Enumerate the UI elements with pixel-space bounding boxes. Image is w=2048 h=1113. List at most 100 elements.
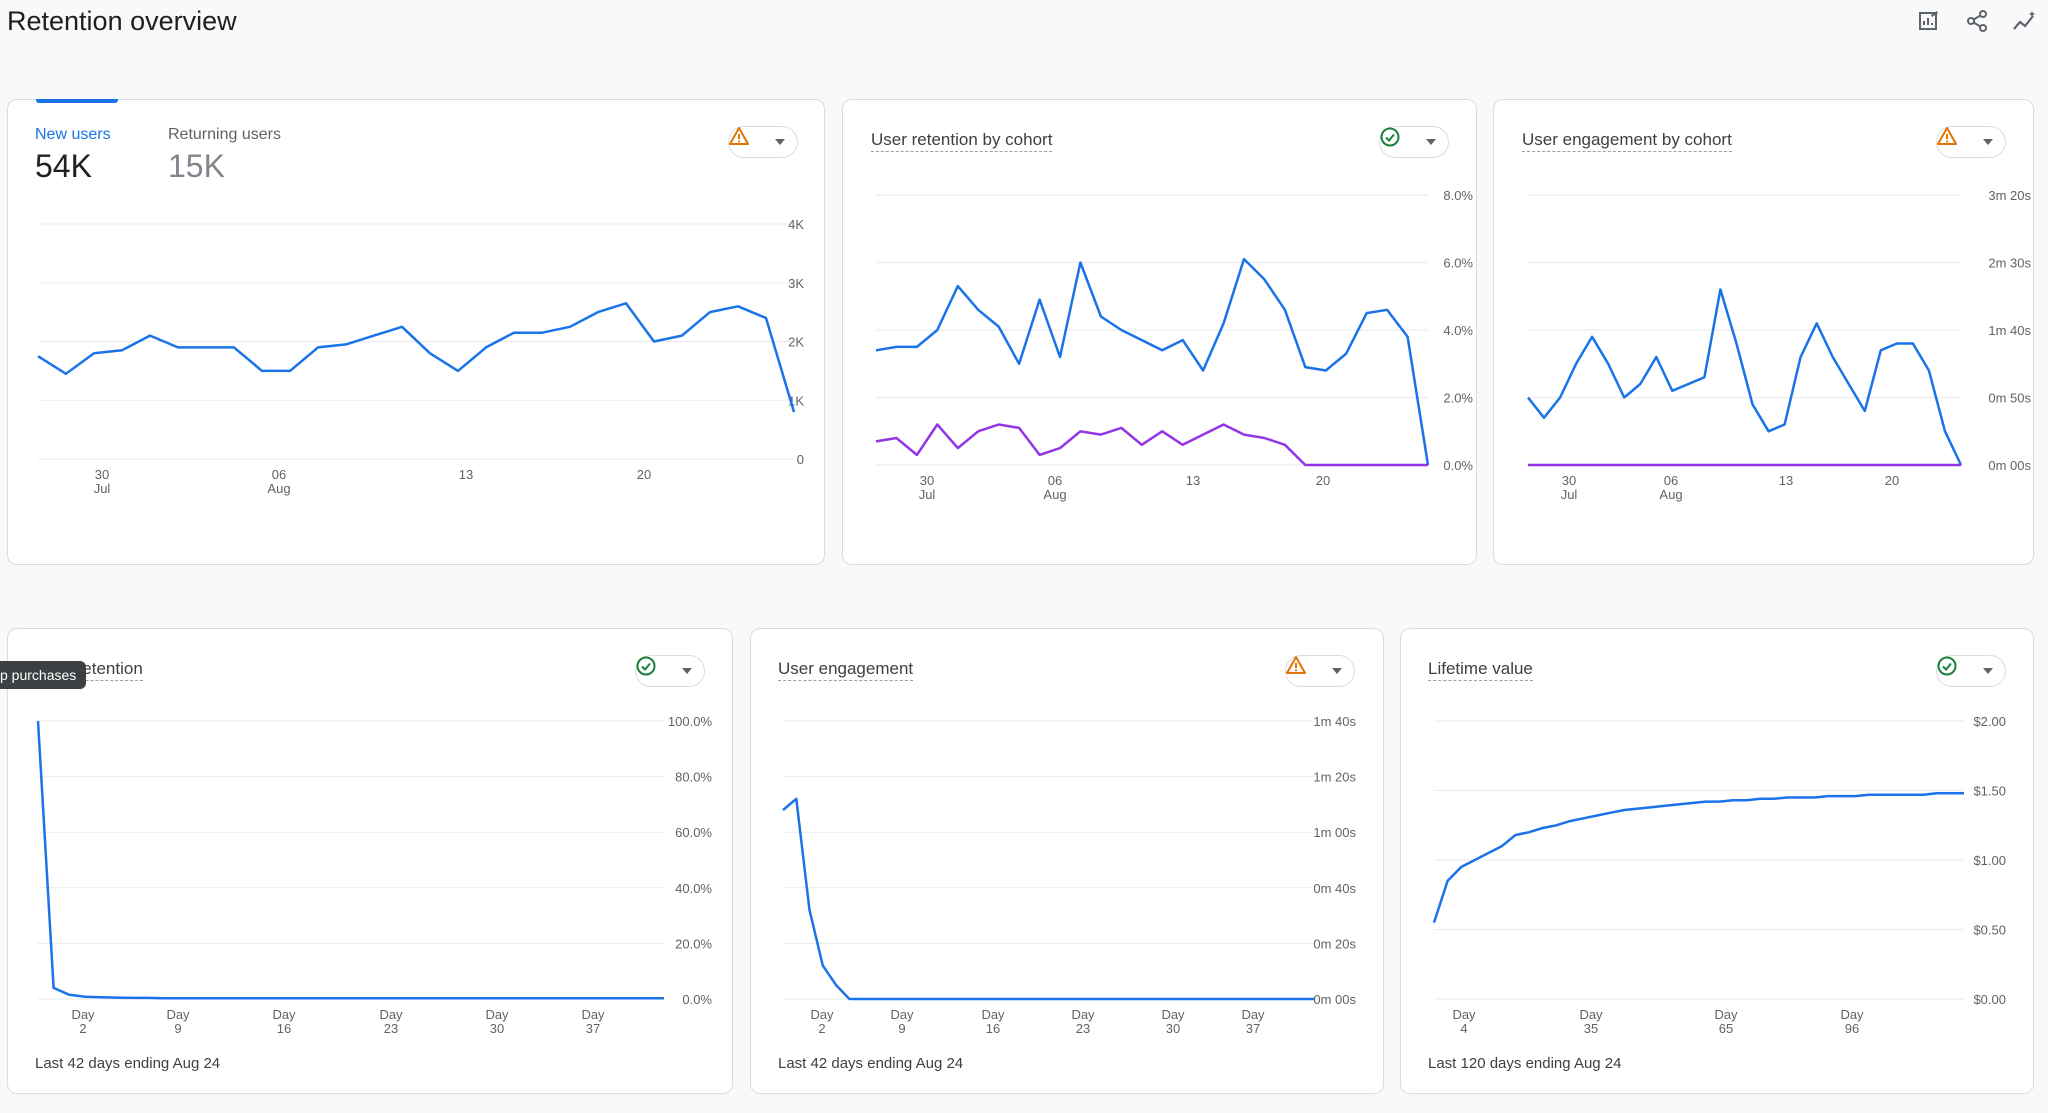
x-tick-label: 06 (272, 467, 286, 482)
y-tick-label: 1m 40s (1988, 323, 2031, 338)
y-tick-label: 2K (788, 335, 804, 350)
date-range-footnote: Last 42 days ending Aug 24 (778, 1055, 964, 1072)
date-range-footnote: Last 120 days ending Aug 24 (1428, 1055, 1622, 1072)
y-tick-label: 4K (788, 217, 804, 232)
y-tick-label: $0.00 (1973, 992, 2006, 1007)
tab-returning-users[interactable]: Returning users (168, 126, 281, 143)
x-tick-label: 20 (1885, 473, 1899, 488)
card-title[interactable]: User retention by cohort (871, 130, 1053, 152)
x-tick-label: 16 (277, 1021, 291, 1036)
x-tick-label: Day (1452, 1007, 1476, 1022)
x-tick-label: 9 (174, 1021, 181, 1036)
page-title: Retention overview (7, 6, 237, 36)
x-tick-label: 30 (1166, 1021, 1180, 1036)
chevron-down-icon (1983, 668, 1993, 674)
x-tick-label: Day (1241, 1007, 1265, 1022)
status-dropdown[interactable] (1285, 655, 1355, 687)
top-actions (1914, 6, 2040, 36)
customize-report-icon[interactable] (1914, 6, 1944, 36)
cohort-engagement-card: User engagement by cohort 3m 20s 2m 30s 1m… (1493, 99, 2034, 565)
y-tick-label: 3K (788, 276, 804, 291)
x-tick-label: 23 (1076, 1021, 1090, 1036)
y-tick-label: 8.0% (1443, 188, 1473, 203)
y-tick-label: $2.00 (1973, 714, 2006, 729)
x-tick-label: Day (272, 1007, 296, 1022)
x-tick-label: 9 (898, 1021, 905, 1036)
card-title[interactable]: User engagement by cohort (1522, 130, 1732, 152)
series-line (1432, 792, 1964, 923)
x-tick-label: 13 (1186, 473, 1200, 488)
x-tick-label: 96 (1845, 1021, 1859, 1036)
tab-new-users[interactable]: New users (35, 126, 111, 143)
y-tick-label: 1m 00s (1313, 825, 1356, 840)
x-tick-label: Jul (1561, 487, 1578, 502)
x-tick-label: Aug (1659, 487, 1682, 502)
x-tick-label: 65 (1719, 1021, 1733, 1036)
y-tick-label: $0.50 (1973, 923, 2006, 938)
y-tick-label: 0.0% (1443, 458, 1473, 473)
y-tick-label: 1m 20s (1313, 770, 1356, 785)
card-title[interactable]: User engagement (778, 659, 914, 681)
share-icon[interactable] (1962, 6, 1992, 36)
x-tick-label: Day (810, 1007, 834, 1022)
card-title[interactable]: Lifetime value (1428, 659, 1533, 681)
y-tick-label: 2.0% (1443, 391, 1473, 406)
x-tick-label: Day (1579, 1007, 1603, 1022)
status-dropdown[interactable] (1936, 126, 2006, 158)
series-line (36, 720, 664, 1000)
active-tab-indicator (36, 99, 118, 103)
x-tick-label: Day (581, 1007, 605, 1022)
tooltip: p purchases (0, 661, 87, 689)
x-tick-label: 4 (1460, 1021, 1467, 1036)
y-tick-label: 2m 30s (1988, 256, 2031, 271)
status-dropdown[interactable] (1936, 655, 2006, 687)
ltv-card: Lifetime value $2.00 $1.50 $1.00 $0.50 $0.00… (1400, 628, 2034, 1094)
x-tick-label: Jul (919, 487, 936, 502)
y-tick-label: 4.0% (1443, 323, 1473, 338)
x-tick-label: 20 (637, 467, 651, 482)
date-range-footnote: Last 42 days ending Aug 24 (35, 1055, 221, 1072)
chevron-down-icon (1426, 139, 1436, 145)
retention-card: User retention 100.0% 80.0% 60.0% 40.0% 20.0… (7, 628, 733, 1094)
x-tick-label: Day (890, 1007, 914, 1022)
x-tick-label: 30 (920, 473, 934, 488)
x-tick-label: Day (981, 1007, 1005, 1022)
x-tick-label: Day (1071, 1007, 1095, 1022)
y-tick-label: 0m 00s (1988, 458, 2031, 473)
x-tick-label: 2 (79, 1021, 86, 1036)
x-tick-label: Day (166, 1007, 190, 1022)
y-tick-label: 0m 50s (1988, 391, 2031, 406)
chevron-down-icon (1332, 668, 1342, 674)
x-tick-label: 06 (1664, 473, 1678, 488)
y-tick-label: 3m 20s (1988, 188, 2031, 203)
y-tick-label: 0m 40s (1313, 881, 1356, 896)
insights-icon[interactable] (2010, 6, 2040, 36)
y-tick-label: 40.0% (675, 881, 712, 896)
chevron-down-icon (775, 139, 785, 145)
status-dropdown[interactable] (1379, 126, 1449, 158)
x-tick-label: Day (485, 1007, 509, 1022)
y-tick-label: 20.0% (675, 936, 712, 951)
x-tick-label: Jul (94, 481, 111, 496)
status-dropdown[interactable] (728, 126, 798, 158)
x-tick-label: 2 (818, 1021, 825, 1036)
series-line (37, 302, 796, 413)
y-tick-label: 1m 40s (1313, 714, 1356, 729)
users-card: New users 54K Returning users 15K 4K 3K 2K… (7, 99, 825, 565)
x-tick-label: Day (1840, 1007, 1864, 1022)
series-line (782, 797, 1314, 1001)
x-tick-label: Aug (267, 481, 290, 496)
y-tick-label: 0.0% (682, 992, 712, 1007)
engagement-card: User engagement 1m 40s 1m 20s 1m 00s 0m 40s… (750, 628, 1384, 1094)
y-tick-label: 0 (797, 452, 804, 467)
ltv-chart: $2.00$1.50$1.00$0.50$0.00Day4Day35Day65D… (1432, 714, 2006, 1036)
returning-users-value: 15K (168, 148, 225, 184)
y-tick-label: $1.50 (1973, 784, 2006, 799)
chevron-down-icon (1983, 139, 1993, 145)
x-tick-label: 23 (384, 1021, 398, 1036)
x-tick-label: 30 (1562, 473, 1576, 488)
status-dropdown[interactable] (635, 655, 705, 687)
